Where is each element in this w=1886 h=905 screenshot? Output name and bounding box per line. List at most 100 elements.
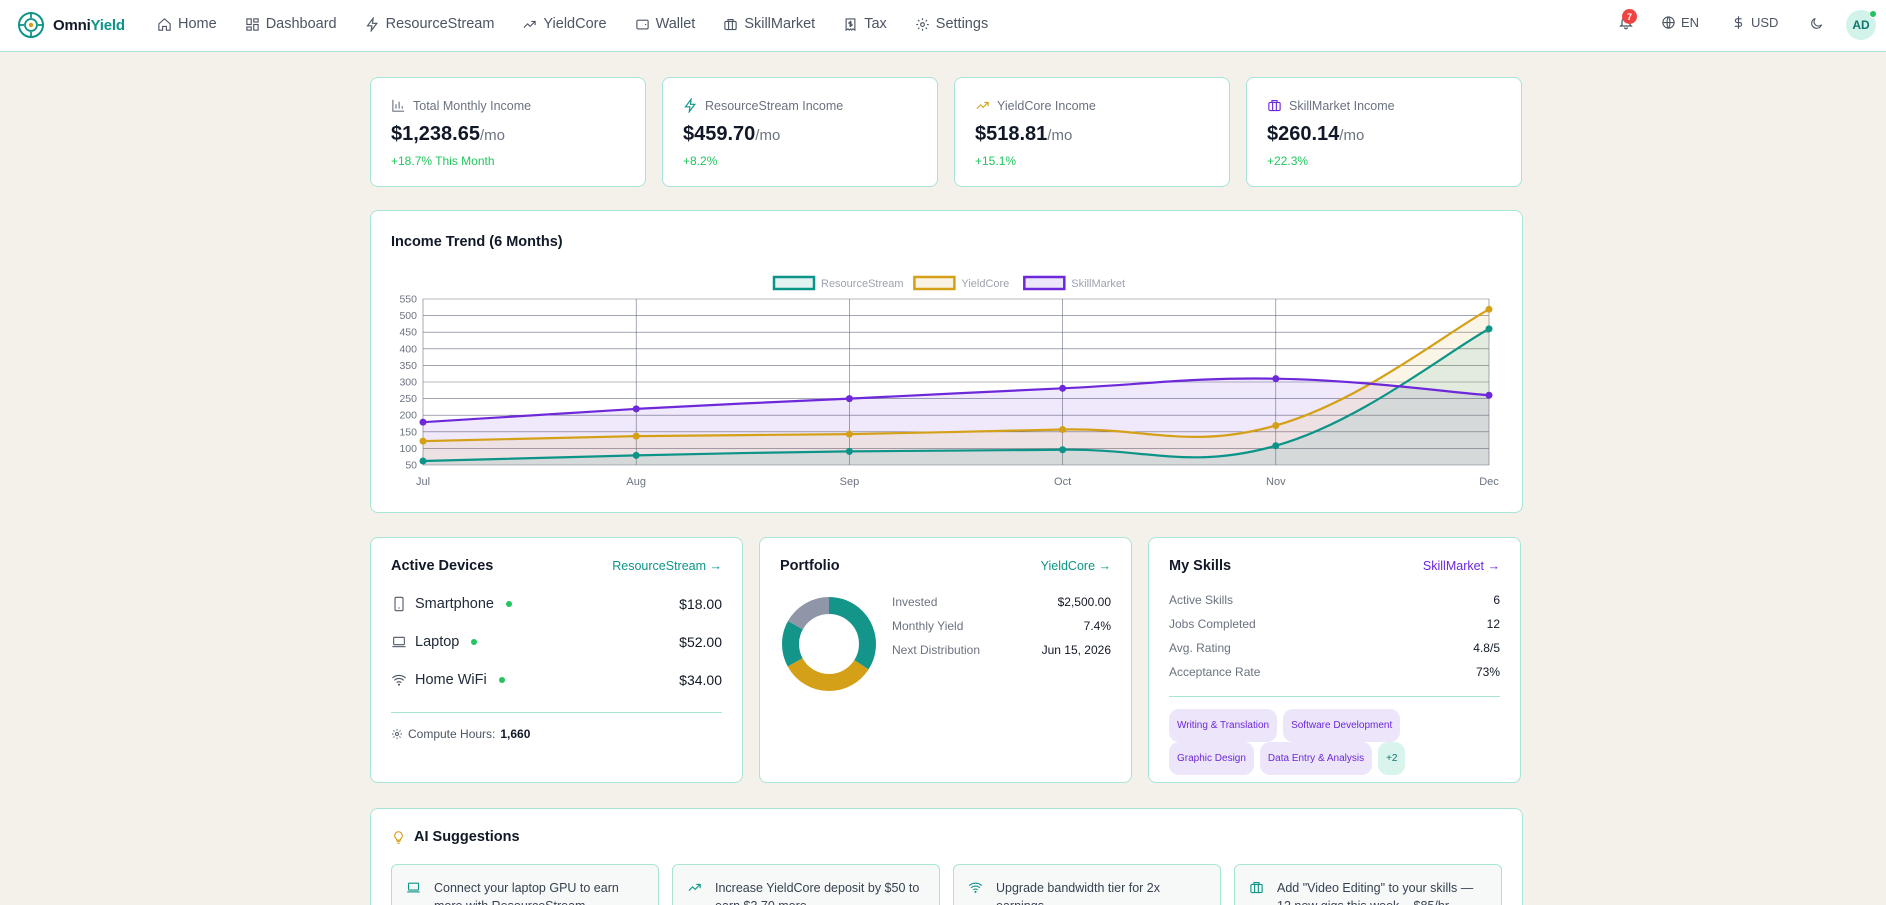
yieldcore-link[interactable]: YieldCore → bbox=[1040, 559, 1111, 573]
stat-label: SkillMarket Income bbox=[1267, 98, 1501, 113]
stat-card-yieldcore: YieldCore Income $518.81/mo +15.1% bbox=[954, 77, 1230, 187]
data-point bbox=[419, 418, 427, 426]
data-point bbox=[1485, 325, 1493, 333]
home-icon bbox=[158, 17, 171, 31]
donut-segment bbox=[782, 597, 876, 691]
legend-label: SkillMarket bbox=[1071, 278, 1125, 290]
portfolio-donut bbox=[782, 597, 876, 691]
nav-settings[interactable]: Settings bbox=[915, 16, 988, 32]
data-point bbox=[1059, 425, 1067, 433]
devices-title: Active Devices bbox=[391, 558, 494, 574]
data-point bbox=[1272, 442, 1280, 450]
x-tick-label: Oct bbox=[1054, 476, 1071, 488]
stat-value: $459.70/mo bbox=[683, 123, 781, 145]
nav-resourcestream[interactable]: ResourceStream bbox=[365, 16, 494, 32]
stat-change: +8.2% bbox=[683, 154, 718, 168]
compute-hours: Compute Hours: 1,660 bbox=[391, 727, 722, 741]
suggestion-card[interactable]: Connect your laptop GPU to earn more wit… bbox=[391, 864, 659, 905]
divider bbox=[1169, 696, 1500, 697]
online-dot bbox=[506, 601, 512, 607]
bolt-icon bbox=[684, 98, 696, 113]
briefcase-icon bbox=[1250, 881, 1263, 894]
data-point bbox=[845, 395, 853, 403]
wifi-icon bbox=[391, 674, 407, 686]
skillmarket-link[interactable]: SkillMarket → bbox=[1422, 559, 1500, 573]
x-tick-label: Aug bbox=[626, 476, 646, 488]
nav-tax[interactable]: Tax bbox=[843, 16, 887, 32]
skill-tag[interactable]: Writing & Translation bbox=[1169, 709, 1278, 742]
device-row[interactable]: Laptop $52.00 bbox=[391, 634, 722, 650]
y-tick-label: 50 bbox=[405, 460, 417, 472]
currency-label: USD bbox=[1751, 15, 1779, 30]
nav-home[interactable]: Home bbox=[157, 16, 217, 32]
data-point bbox=[632, 451, 640, 459]
data-point bbox=[419, 457, 427, 465]
series-line bbox=[422, 308, 1490, 443]
laptop-icon bbox=[407, 882, 420, 893]
legend-swatch bbox=[772, 275, 816, 291]
donut-segment bbox=[782, 597, 876, 691]
series-line bbox=[422, 377, 1490, 424]
skill-tag[interactable]: Software Development bbox=[1283, 709, 1401, 742]
currency-selector[interactable]: USD bbox=[1731, 15, 1778, 30]
data-point bbox=[1272, 375, 1280, 383]
receipt-icon bbox=[845, 17, 856, 31]
gear-icon bbox=[392, 729, 402, 739]
skills-row: Jobs Completed 12 bbox=[1169, 617, 1500, 631]
smartphone-icon bbox=[394, 596, 404, 612]
device-row[interactable]: Home WiFi $34.00 bbox=[391, 672, 722, 688]
suggestion-card[interactable]: Upgrade bandwidth tier for 2x earnings bbox=[953, 864, 1221, 905]
y-tick-label: 300 bbox=[399, 377, 417, 389]
notification-count-badge: 7 bbox=[1622, 9, 1637, 24]
resourcestream-link[interactable]: ResourceStream → bbox=[612, 559, 722, 573]
trend-icon bbox=[523, 20, 537, 28]
nav-skillmarket[interactable]: SkillMarket bbox=[723, 16, 815, 32]
y-tick-label: 500 bbox=[399, 310, 417, 322]
theme-toggle[interactable] bbox=[1809, 16, 1824, 36]
laptop-icon bbox=[392, 636, 406, 648]
stat-change: +22.3% bbox=[1267, 154, 1309, 168]
data-point bbox=[1485, 305, 1493, 313]
wifi-icon bbox=[968, 882, 983, 893]
online-dot bbox=[498, 677, 505, 683]
ai-suggestions-title: AI Suggestions bbox=[414, 829, 520, 845]
gear-icon bbox=[916, 17, 929, 31]
data-point bbox=[1059, 446, 1067, 454]
brand-logo-icon bbox=[18, 12, 44, 38]
series-line bbox=[422, 327, 1490, 463]
suggestion-card[interactable]: Increase YieldCore deposit by $50 to ear… bbox=[672, 864, 940, 905]
nav-wallet[interactable]: Wallet bbox=[635, 16, 695, 32]
brand[interactable]: OmniYield bbox=[17, 11, 125, 39]
language-selector[interactable]: EN bbox=[1661, 15, 1699, 30]
dollar-icon bbox=[1734, 16, 1743, 29]
wallet-icon bbox=[635, 19, 649, 29]
stat-value: $518.81/mo bbox=[975, 123, 1073, 145]
skill-tag[interactable]: Graphic Design bbox=[1169, 742, 1254, 775]
portfolio-title: Portfolio bbox=[780, 558, 840, 574]
y-tick-label: 200 bbox=[399, 410, 417, 422]
nav-tax-label: Tax bbox=[864, 16, 887, 32]
stat-value: $1,238.65/mo bbox=[391, 123, 505, 145]
data-point bbox=[1272, 421, 1280, 429]
x-tick-label: Dec bbox=[1479, 476, 1499, 488]
divider bbox=[391, 712, 722, 713]
device-row[interactable]: Smartphone $18.00 bbox=[391, 596, 722, 612]
y-tick-label: 350 bbox=[399, 360, 417, 372]
data-point bbox=[845, 430, 853, 438]
bar-chart-icon bbox=[392, 99, 405, 112]
briefcase-icon bbox=[724, 18, 737, 30]
data-point bbox=[632, 405, 640, 413]
trend-icon bbox=[976, 101, 989, 110]
legend-swatch bbox=[1023, 275, 1066, 291]
nav-yieldcore-label: YieldCore bbox=[543, 16, 607, 32]
series-area bbox=[423, 378, 1489, 465]
chart-title: Income Trend (6 Months) bbox=[391, 234, 563, 250]
nav-yieldcore[interactable]: YieldCore bbox=[522, 16, 607, 32]
stat-value: $260.14/mo bbox=[1267, 123, 1365, 145]
suggestion-card[interactable]: Add "Video Editing" to your skills — 12 … bbox=[1234, 864, 1502, 905]
nav-dashboard[interactable]: Dashboard bbox=[245, 16, 337, 32]
y-tick-label: 400 bbox=[399, 343, 417, 355]
skill-tag[interactable]: Data Entry & Analysis bbox=[1259, 742, 1373, 775]
more-skills-tag[interactable]: +2 bbox=[1378, 742, 1406, 775]
data-point bbox=[1059, 384, 1067, 392]
